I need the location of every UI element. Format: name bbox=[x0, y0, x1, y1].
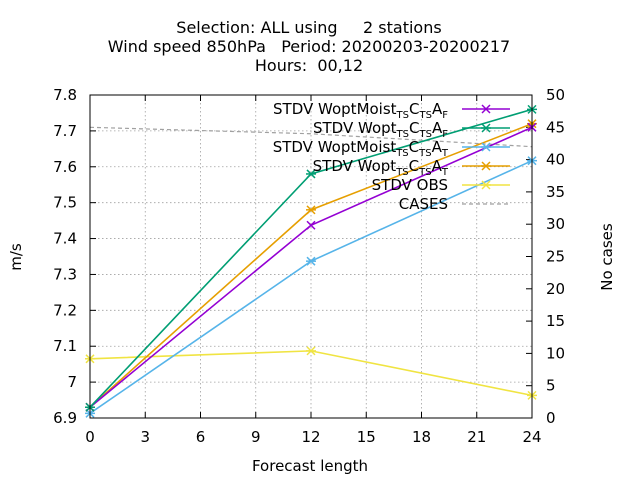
y2-tick-label: 0 bbox=[546, 409, 556, 427]
x-tick-label: 15 bbox=[357, 428, 376, 446]
y-tick-label: 7.6 bbox=[53, 158, 77, 176]
y2-tick-label: 5 bbox=[546, 377, 556, 395]
title-line-3: Hours: 00,12 bbox=[255, 56, 363, 75]
legend-marker bbox=[481, 123, 491, 133]
title-line-2: Wind speed 850hPa Period: 20200203-20200… bbox=[108, 37, 510, 56]
y-tick-label: 7.4 bbox=[53, 230, 77, 248]
legend-label: STDV WoptTSCTSAF bbox=[313, 119, 448, 140]
y-tick-label: 7 bbox=[67, 373, 77, 391]
data-point bbox=[306, 346, 316, 356]
y-tick-label: 7.7 bbox=[53, 122, 77, 140]
series-4 bbox=[85, 346, 537, 400]
x-tick-label: 12 bbox=[301, 428, 320, 446]
chart-title: Selection: ALL using 2 stations Wind spe… bbox=[108, 18, 510, 75]
legend-entry-2: STDV WoptMoistTSCTSAT bbox=[273, 138, 510, 159]
y2-axis-label: No cases bbox=[598, 223, 616, 291]
y-tick-label: 7.8 bbox=[53, 86, 77, 104]
x-tick-label: 18 bbox=[412, 428, 431, 446]
x-tick-label: 21 bbox=[467, 428, 486, 446]
y2-tick-label: 10 bbox=[546, 344, 565, 362]
legend-marker bbox=[481, 180, 491, 190]
y2-tick-label: 15 bbox=[546, 312, 565, 330]
legend-entry-4: STDV OBS bbox=[372, 176, 510, 194]
y-tick-label: 7.1 bbox=[53, 337, 77, 355]
y2-tick-label: 40 bbox=[546, 151, 565, 169]
legend-entry-5: CASES bbox=[399, 195, 510, 213]
y-tick-label: 7.2 bbox=[53, 301, 77, 319]
y2-tick-label: 35 bbox=[546, 183, 565, 201]
y-tick-label: 7.3 bbox=[53, 265, 77, 283]
data-point bbox=[306, 169, 316, 179]
legend-marker bbox=[481, 142, 491, 152]
y2-tick-label: 45 bbox=[546, 118, 565, 136]
x-axis-label: Forecast length bbox=[252, 457, 368, 475]
legend-entry-3: STDV WoptTSCTSAT bbox=[313, 157, 510, 178]
y2-tick-label: 30 bbox=[546, 215, 565, 233]
x-tick-label: 24 bbox=[522, 428, 541, 446]
legend-label: STDV OBS bbox=[372, 176, 448, 194]
legend-entry-1: STDV WoptTSCTSAF bbox=[313, 119, 510, 140]
data-point bbox=[306, 256, 316, 266]
ticks: 0 3 6 9 12 15 18 21 24 6.9 7 7.1 7.2 7.3 7.4 7.5 7.6 7.7 7… bbox=[53, 86, 565, 446]
x-tick-label: 9 bbox=[251, 428, 261, 446]
legend-label: STDV WoptMoistTSCTSAT bbox=[273, 138, 449, 159]
plot-frame bbox=[89, 94, 533, 419]
y2-tick-label: 50 bbox=[546, 86, 565, 104]
data-point bbox=[306, 220, 316, 230]
y-axis-label: m/s bbox=[7, 243, 25, 271]
legend-entry-0: STDV WoptMoistTSCTSAF bbox=[273, 100, 510, 121]
y2-tick-label: 20 bbox=[546, 280, 565, 298]
title-line-1: Selection: ALL using 2 stations bbox=[176, 18, 441, 37]
legend-label: CASES bbox=[399, 195, 448, 213]
legend-marker bbox=[481, 104, 491, 114]
y2-tick-label: 25 bbox=[546, 248, 565, 266]
y-tick-label: 7.5 bbox=[53, 194, 77, 212]
legend-label: STDV WoptMoistTSCTSAF bbox=[273, 100, 448, 121]
y-tick-label: 6.9 bbox=[53, 409, 77, 427]
legend-label: STDV WoptTSCTSAT bbox=[313, 157, 449, 178]
x-tick-label: 0 bbox=[85, 428, 95, 446]
data-point bbox=[306, 205, 316, 215]
legend-marker bbox=[481, 161, 491, 171]
series-line bbox=[89, 126, 533, 148]
x-tick-label: 6 bbox=[196, 428, 206, 446]
series-line bbox=[89, 350, 533, 397]
x-tick-label: 3 bbox=[140, 428, 150, 446]
series-5 bbox=[89, 126, 533, 148]
